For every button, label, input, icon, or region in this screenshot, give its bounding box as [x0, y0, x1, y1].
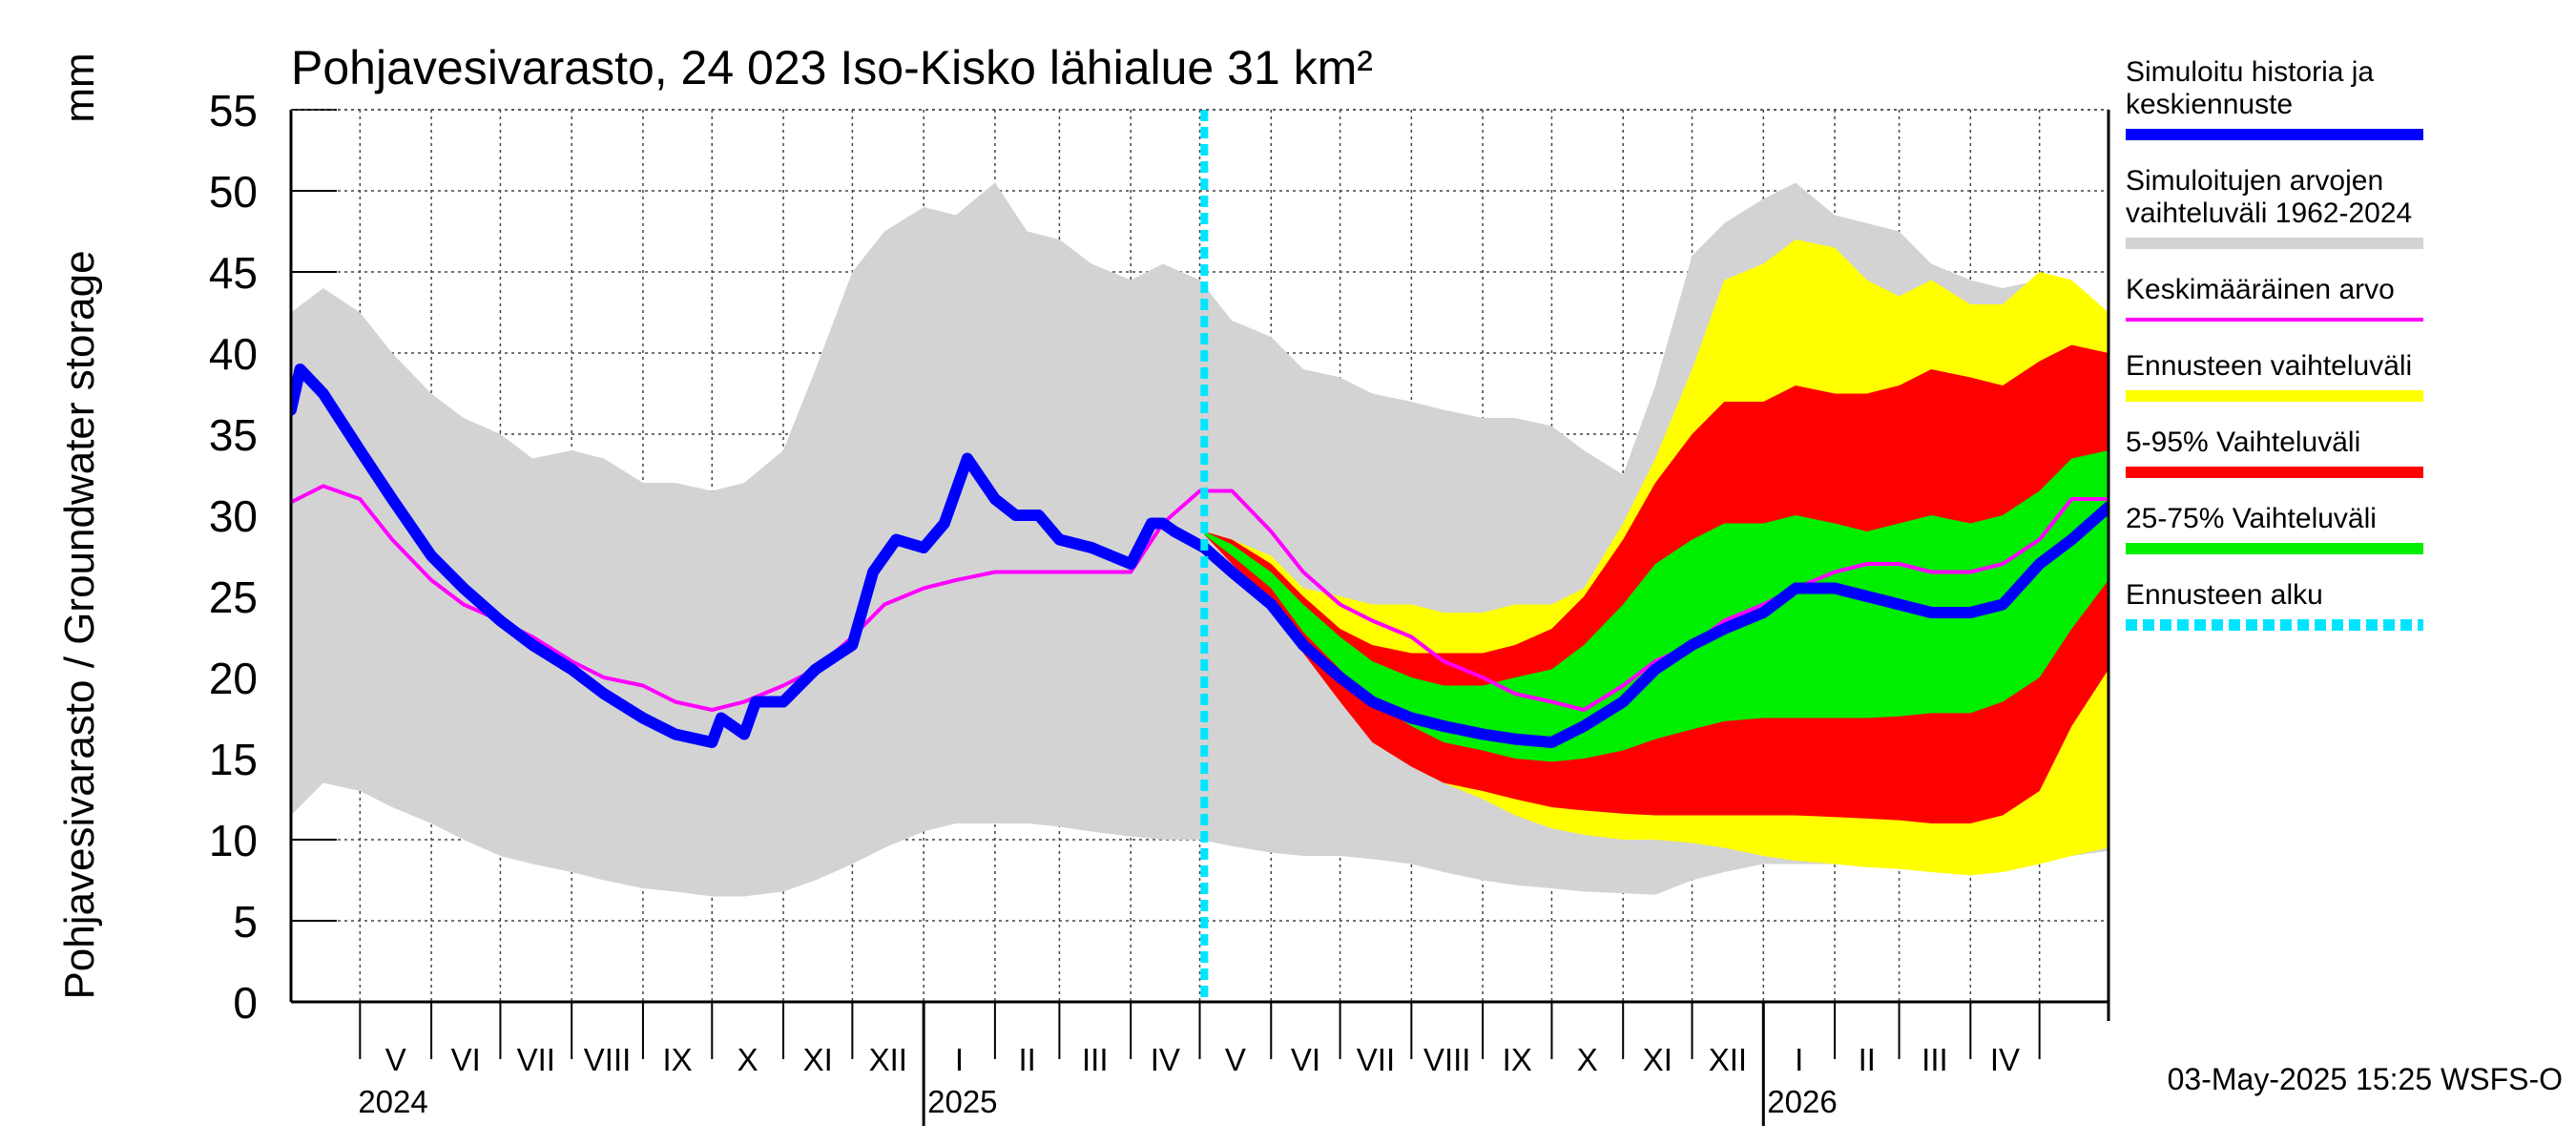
legend-label: 25-75% Vaihteluväli	[2126, 503, 2377, 534]
x-month-label: XII	[1709, 1042, 1747, 1077]
legend-label: Simuloitujen arvojen	[2126, 165, 2383, 197]
y-axis-unit: mm	[56, 52, 103, 122]
y-tick-label: 25	[209, 572, 258, 622]
y-tick-label: 50	[209, 167, 258, 217]
y-tick-label: 20	[209, 654, 258, 703]
x-month-label: VI	[1291, 1042, 1320, 1077]
x-month-label: I	[955, 1042, 964, 1077]
y-tick-label: 15	[209, 735, 258, 784]
x-month-label: II	[1018, 1042, 1035, 1077]
x-month-label: III	[1922, 1042, 1948, 1077]
x-month-label: VI	[451, 1042, 481, 1077]
x-month-label: IX	[663, 1042, 693, 1077]
y-tick-label: 35	[209, 410, 258, 460]
x-month-label: VIII	[1423, 1042, 1471, 1077]
legend-label: Keskimääräinen arvo	[2126, 274, 2395, 305]
y-tick-label: 40	[209, 329, 258, 379]
chart-title: Pohjavesivarasto, 24 023 Iso-Kisko lähia…	[291, 41, 1373, 94]
y-tick-label: 10	[209, 816, 258, 865]
x-month-label: XI	[1643, 1042, 1672, 1077]
x-month-label: XI	[803, 1042, 833, 1077]
y-axis-label: Pohjavesivarasto / Groundwater storage	[56, 250, 103, 999]
x-year-label: 2025	[927, 1084, 997, 1119]
band-00ee00	[1204, 450, 2109, 762]
data-layer	[291, 182, 2109, 897]
y-tick-label: 0	[233, 978, 258, 1028]
legend-label: keskiennuste	[2126, 89, 2293, 120]
x-month-label: IV	[1151, 1042, 1180, 1077]
x-month-label: VIII	[584, 1042, 632, 1077]
legend-label: Ennusteen alku	[2126, 579, 2323, 611]
legend-label: 5-95% Vaihteluväli	[2126, 427, 2360, 458]
y-tick-label: 30	[209, 491, 258, 541]
x-year-label: 2024	[358, 1084, 427, 1119]
x-month-label: IX	[1503, 1042, 1532, 1077]
timestamp: 03-May-2025 15:25 WSFS-O	[2168, 1062, 2563, 1096]
x-month-label: X	[1577, 1042, 1598, 1077]
series-line	[291, 364, 2109, 748]
x-month-label: V	[1225, 1042, 1246, 1077]
x-month-label: IV	[1990, 1042, 2020, 1077]
y-tick-label: 55	[209, 86, 258, 135]
legend-label: Ennusteen vaihteluväli	[2126, 350, 2412, 382]
legend-label: vaihteluväli 1962-2024	[2126, 198, 2412, 229]
y-tick-label: 45	[209, 248, 258, 298]
x-month-label: II	[1859, 1042, 1876, 1077]
x-month-label: X	[737, 1042, 758, 1077]
x-month-label: VII	[1357, 1042, 1395, 1077]
y-tick-label: 5	[233, 897, 258, 947]
x-year-label: 2026	[1767, 1084, 1837, 1119]
x-month-label: XII	[869, 1042, 907, 1077]
x-month-label: V	[385, 1042, 406, 1077]
x-month-label: III	[1082, 1042, 1109, 1077]
x-month-label: VII	[517, 1042, 555, 1077]
x-month-label: I	[1795, 1042, 1803, 1077]
legend-label: Simuloitu historia ja	[2126, 56, 2374, 88]
